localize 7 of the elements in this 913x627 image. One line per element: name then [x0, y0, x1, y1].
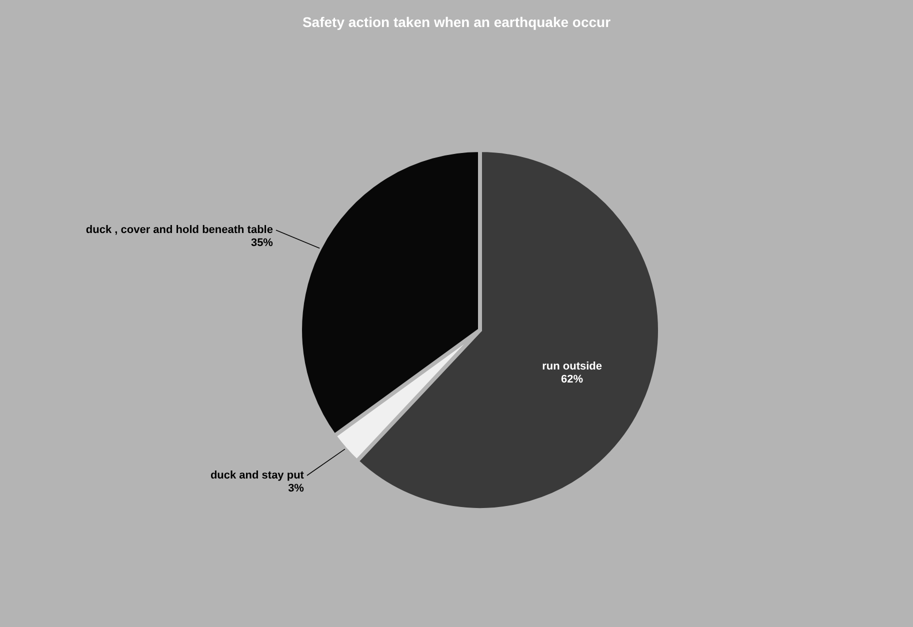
- data-label: 62%: [561, 373, 584, 386]
- slice-label: run outside: [542, 360, 602, 372]
- slice-label: duck and stay put: [210, 469, 304, 482]
- slice-label: duck , cover and hold beneath table: [86, 224, 273, 236]
- chart-title: Safety action taken when an earthquake occur: [302, 14, 612, 30]
- data-label: 3%: [288, 482, 304, 494]
- data-label: 35%: [250, 237, 274, 250]
